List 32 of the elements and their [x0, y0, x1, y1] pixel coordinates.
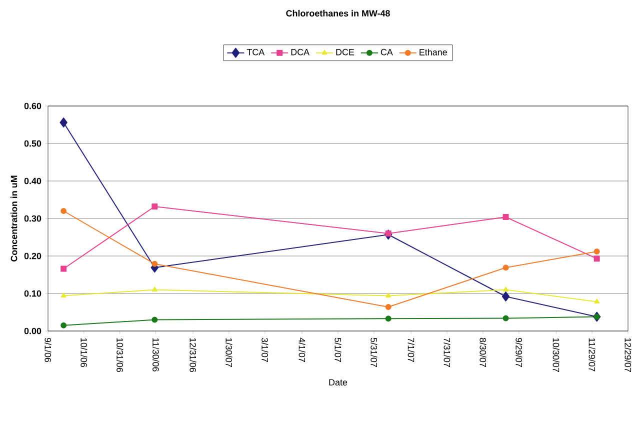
x-tick-label: 1/30/07 [226, 338, 232, 367]
x-tick-label: 4/1/07 [298, 338, 306, 362]
x-tick-label: 7/1/07 [408, 338, 414, 362]
y-tick-label: 0.00 [24, 328, 42, 334]
x-tick-label: 10/31/06 [116, 338, 124, 372]
legend-label: DCE [336, 48, 354, 56]
legend-label: Ethane [420, 48, 447, 56]
x-tick-label: 12/29/07 [624, 338, 632, 372]
y-tick-label: 0.30 [24, 215, 42, 222]
x-tick-label: 3/1/07 [262, 338, 268, 362]
y-tick-label: 0.10 [24, 290, 42, 297]
x-tick-label: 12/31/06 [190, 338, 196, 372]
y-tick-label: 0.20 [24, 252, 42, 260]
x-tick-label: 9/1/06 [44, 338, 52, 362]
x-tick-label: 10/30/07 [552, 338, 560, 372]
x-tick-label: 5/1/07 [334, 338, 342, 362]
y-tick-label: 0.40 [24, 178, 42, 184]
legend-label: CA [380, 48, 393, 56]
legend-label: DCA [291, 48, 310, 56]
x-tick-label: 7/31/07 [444, 338, 450, 367]
x-tick-label: 11/29/07 [588, 338, 596, 372]
x-tick-label: 8/30/07 [480, 338, 486, 367]
x-tick-label: 10/1/06 [80, 338, 88, 368]
y-tick-label: 0.50 [24, 140, 42, 147]
x-tick-label: 9/29/07 [516, 338, 522, 367]
x-axis-title: Date [329, 379, 348, 386]
x-tick-label: 5/31/07 [370, 338, 378, 367]
x-tick-label: 11/30/06 [152, 338, 160, 372]
legend-label: TCA [246, 48, 265, 56]
chart-title: Chloroethanes in MW-48 [286, 10, 390, 17]
y-axis-title: Concentration in uM [10, 176, 18, 262]
y-tick-label: 0.60 [24, 102, 42, 110]
